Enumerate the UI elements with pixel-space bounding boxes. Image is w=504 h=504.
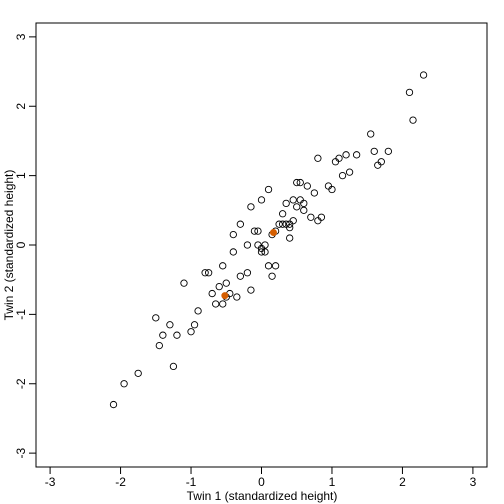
- data-point: [345, 168, 354, 176]
- data-point: [254, 227, 262, 235]
- data-point: [271, 262, 280, 270]
- data-point: [293, 178, 301, 187]
- data-point: [300, 199, 308, 208]
- data-point: [289, 217, 297, 225]
- data-point: [236, 220, 245, 228]
- data-point: [134, 369, 142, 377]
- data-point: [370, 147, 378, 155]
- data-point: [300, 206, 308, 214]
- data-point: [173, 331, 181, 339]
- data-point: [264, 262, 273, 270]
- data-point: [155, 341, 163, 350]
- data-point: [208, 289, 216, 298]
- data-point: [247, 286, 255, 294]
- data-point: [286, 224, 294, 232]
- y-tick-label: 3: [14, 33, 28, 40]
- data-point: [314, 154, 322, 162]
- data-point: [324, 182, 333, 190]
- data-point: [120, 380, 128, 388]
- data-point: [342, 151, 350, 159]
- data-point: [243, 241, 252, 249]
- data-point: [257, 248, 266, 256]
- x-tick-label: 0: [258, 475, 265, 489]
- data-point: [229, 230, 237, 239]
- x-tick-label: 2: [399, 475, 406, 489]
- data-point: [282, 199, 290, 208]
- y-tick-label: -3: [14, 447, 28, 458]
- x-tick-label: 3: [470, 475, 477, 489]
- data-point: [243, 269, 252, 277]
- data-point: [317, 213, 326, 221]
- x-axis: -3 -2 -1 0 1 2 3: [45, 467, 477, 489]
- data-point: [152, 314, 160, 322]
- data-point: [247, 203, 255, 211]
- data-point: [201, 269, 209, 277]
- data-point: [219, 262, 227, 270]
- highlighted-point: [269, 229, 277, 237]
- data-point: [278, 220, 287, 228]
- y-tick-label: 0: [14, 241, 28, 248]
- data-point: [194, 307, 202, 315]
- data-point: [367, 130, 375, 138]
- x-tick-label: -3: [45, 475, 56, 489]
- x-tick-label: -2: [115, 475, 126, 489]
- data-point: [278, 210, 287, 218]
- data-point: [261, 248, 269, 256]
- data-point: [219, 300, 227, 308]
- data-point: [250, 227, 259, 235]
- data-point: [254, 241, 262, 249]
- x-tick-label: 1: [329, 475, 336, 489]
- data-point: [257, 196, 266, 204]
- data-point: [352, 151, 361, 159]
- data-point: [275, 220, 283, 228]
- data-point: [303, 182, 311, 190]
- data-point: [286, 234, 294, 242]
- data-point: [384, 147, 392, 155]
- data-point: [187, 328, 195, 336]
- data-point: [328, 185, 336, 194]
- data-point: [169, 362, 178, 371]
- data-point: [264, 185, 273, 194]
- y-tick-label: -1: [14, 309, 28, 320]
- data-point: [180, 279, 188, 287]
- data-point: [409, 116, 417, 124]
- y-tick-label: 1: [14, 172, 28, 179]
- data-point: [215, 282, 223, 291]
- data-point: [377, 158, 385, 166]
- y-tick-label: 2: [14, 103, 28, 110]
- data-point: [335, 154, 343, 162]
- data-point: [310, 189, 319, 197]
- x-tick-label: -1: [186, 475, 197, 489]
- y-axis: -3 -2 -1 0 1 2 3: [14, 33, 36, 458]
- data-point: [405, 88, 414, 97]
- data-point: [374, 161, 382, 169]
- data-points: [109, 71, 428, 409]
- data-point: [307, 213, 315, 221]
- data-point: [296, 196, 304, 204]
- data-point: [296, 178, 304, 187]
- data-point: [268, 272, 276, 280]
- data-point: [229, 248, 237, 256]
- data-point: [190, 321, 199, 329]
- data-point: [314, 217, 322, 225]
- data-point: [159, 331, 167, 339]
- data-point: [289, 196, 297, 204]
- highlighted-point: [221, 292, 229, 300]
- data-point: [419, 71, 428, 79]
- data-point: [222, 279, 230, 287]
- data-point: [204, 269, 213, 277]
- data-point: [166, 321, 174, 329]
- data-point: [233, 293, 241, 301]
- data-point: [331, 158, 340, 166]
- data-point: [212, 300, 220, 308]
- data-point: [236, 272, 245, 280]
- x-axis-title: Twin 1 (standardized height): [187, 489, 338, 503]
- data-point: [261, 241, 269, 249]
- data-point: [293, 203, 301, 211]
- y-axis-title: Twin 2 (standardized height): [2, 170, 16, 321]
- y-tick-label: -2: [14, 378, 28, 389]
- data-point: [109, 400, 118, 409]
- data-point: [338, 171, 347, 180]
